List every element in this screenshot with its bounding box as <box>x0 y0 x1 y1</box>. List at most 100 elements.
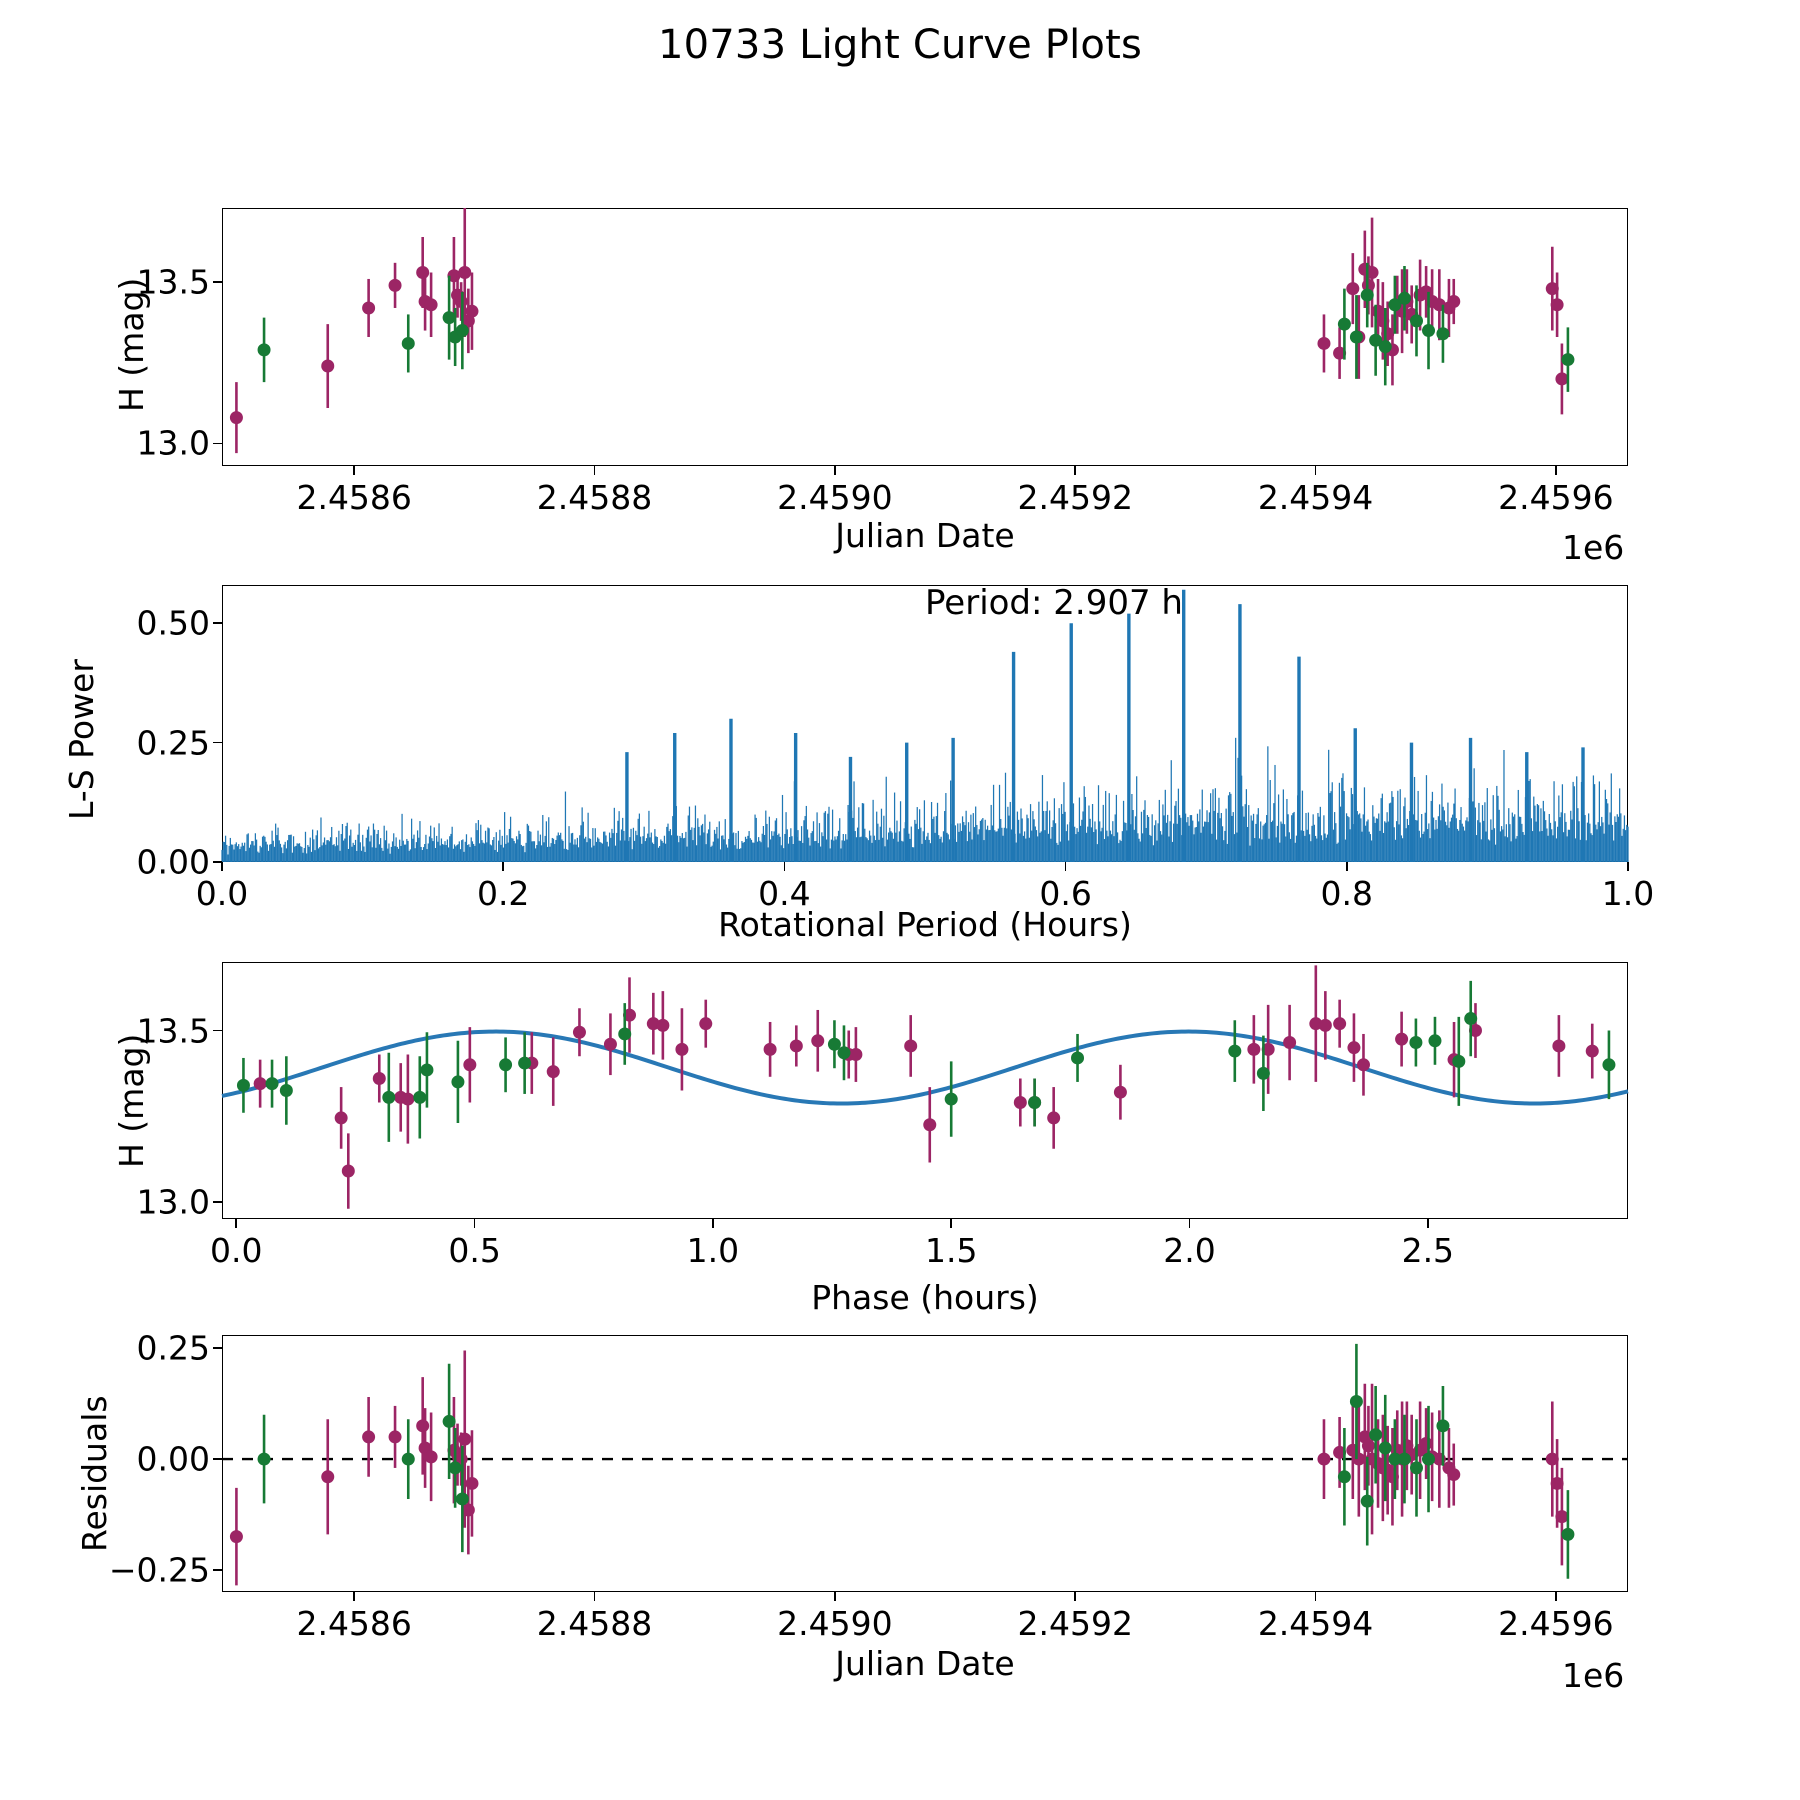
series-series_b <box>257 262 1575 392</box>
y-tick-mark <box>213 741 222 744</box>
data-point <box>401 1452 415 1466</box>
residuals-xlabel: Julian Date <box>835 1644 1015 1683</box>
x-tick-label: 0.0 <box>195 874 249 913</box>
data-point <box>1555 1510 1569 1524</box>
data-point <box>603 1037 617 1051</box>
data-point <box>236 1078 250 1092</box>
data-point <box>1317 1452 1331 1466</box>
data-point <box>1447 295 1461 309</box>
y-tick-label: 0.00 <box>136 1439 210 1479</box>
data-point <box>944 1092 958 1106</box>
x-tick-label: 2.4586 <box>296 1604 412 1643</box>
data-point <box>1545 1452 1559 1466</box>
y-tick-mark <box>213 1347 222 1350</box>
data-point <box>1346 282 1360 296</box>
figure-title: 10733 Light Curve Plots <box>657 22 1143 68</box>
x-tick-mark <box>783 862 786 871</box>
data-point <box>1378 340 1392 354</box>
y-tick-label: 0.25 <box>136 1328 210 1368</box>
x-tick-mark <box>712 1219 714 1228</box>
x-tick-label: 0.2 <box>476 874 530 913</box>
x-tick-label: 2.4588 <box>536 478 653 517</box>
data-point <box>1256 1066 1270 1080</box>
data-point <box>1347 1041 1361 1055</box>
data-point <box>1422 324 1436 338</box>
residuals-x-offset: 1e6 <box>1562 1656 1625 1695</box>
data-point <box>463 1058 477 1072</box>
data-point <box>1113 1085 1127 1099</box>
x-tick-mark <box>1427 1219 1429 1228</box>
data-point <box>388 1430 402 1444</box>
data-point <box>1550 1476 1564 1490</box>
y-tick-mark <box>213 281 222 283</box>
y-tick-mark <box>213 1029 222 1032</box>
x-tick-label: 0.5 <box>448 1231 501 1270</box>
data-point <box>499 1058 513 1072</box>
data-point <box>1388 1452 1402 1466</box>
data-point <box>1397 1452 1411 1466</box>
data-point <box>465 1476 479 1490</box>
periodogram-peaks <box>625 589 1585 862</box>
x-tick-mark <box>593 1592 596 1601</box>
data-point <box>1317 336 1331 350</box>
y-tick-label: 13.0 <box>136 1182 210 1222</box>
x-tick-label: 1.5 <box>924 1231 978 1270</box>
data-point <box>837 1046 851 1060</box>
data-point <box>1261 1042 1275 1056</box>
x-tick-label: 2.4592 <box>1017 478 1133 517</box>
y-tick-mark <box>213 622 222 624</box>
data-point <box>229 411 243 425</box>
x-tick-mark <box>221 862 223 871</box>
data-point <box>1552 1039 1566 1053</box>
data-point <box>1452 1054 1466 1068</box>
x-tick-mark <box>950 1219 952 1228</box>
x-tick-label: 2.5 <box>1401 1231 1455 1270</box>
x-tick-label: 0.4 <box>758 874 811 913</box>
data-point <box>763 1042 777 1056</box>
data-point <box>1349 330 1363 344</box>
data-point <box>388 278 402 292</box>
data-point <box>1337 1470 1351 1484</box>
x-tick-mark <box>235 1219 238 1228</box>
data-point <box>618 1027 632 1041</box>
data-point <box>401 1092 415 1106</box>
data-point <box>448 1461 462 1475</box>
data-point <box>572 1025 586 1039</box>
x-tick-mark <box>1346 862 1348 871</box>
data-point <box>1369 333 1383 347</box>
y-tick-label: 13.5 <box>136 1011 210 1051</box>
data-point <box>465 304 479 318</box>
data-point <box>546 1065 560 1079</box>
data-point <box>1468 1024 1482 1038</box>
data-point <box>1365 266 1379 279</box>
data-point <box>1561 1527 1575 1541</box>
data-point <box>1013 1095 1027 1109</box>
data-point <box>362 301 376 315</box>
x-tick-mark <box>473 1219 476 1228</box>
data-point <box>341 1164 355 1178</box>
data-point <box>413 1090 427 1104</box>
data-point <box>656 1018 670 1032</box>
x-tick-mark <box>834 1592 836 1601</box>
x-tick-mark <box>1555 466 1557 475</box>
data-point <box>265 1077 279 1091</box>
data-point <box>1422 1452 1436 1466</box>
data-point <box>1356 1058 1370 1072</box>
lightcurve-x-offset: 1e6 <box>1562 528 1625 567</box>
data-point <box>1388 298 1402 312</box>
y-tick-mark <box>213 1201 222 1203</box>
panel-phase-folded <box>222 962 1628 1219</box>
data-point <box>401 336 415 350</box>
data-point <box>321 359 335 373</box>
data-point <box>827 1037 841 1051</box>
data-point <box>1550 298 1564 312</box>
x-tick-label: 2.4592 <box>1017 1604 1133 1643</box>
data-point <box>416 1419 430 1433</box>
x-tick-mark <box>1064 862 1067 871</box>
data-point <box>451 1075 465 1089</box>
data-point <box>1337 317 1351 331</box>
data-point <box>1585 1044 1599 1058</box>
data-point <box>424 298 438 312</box>
